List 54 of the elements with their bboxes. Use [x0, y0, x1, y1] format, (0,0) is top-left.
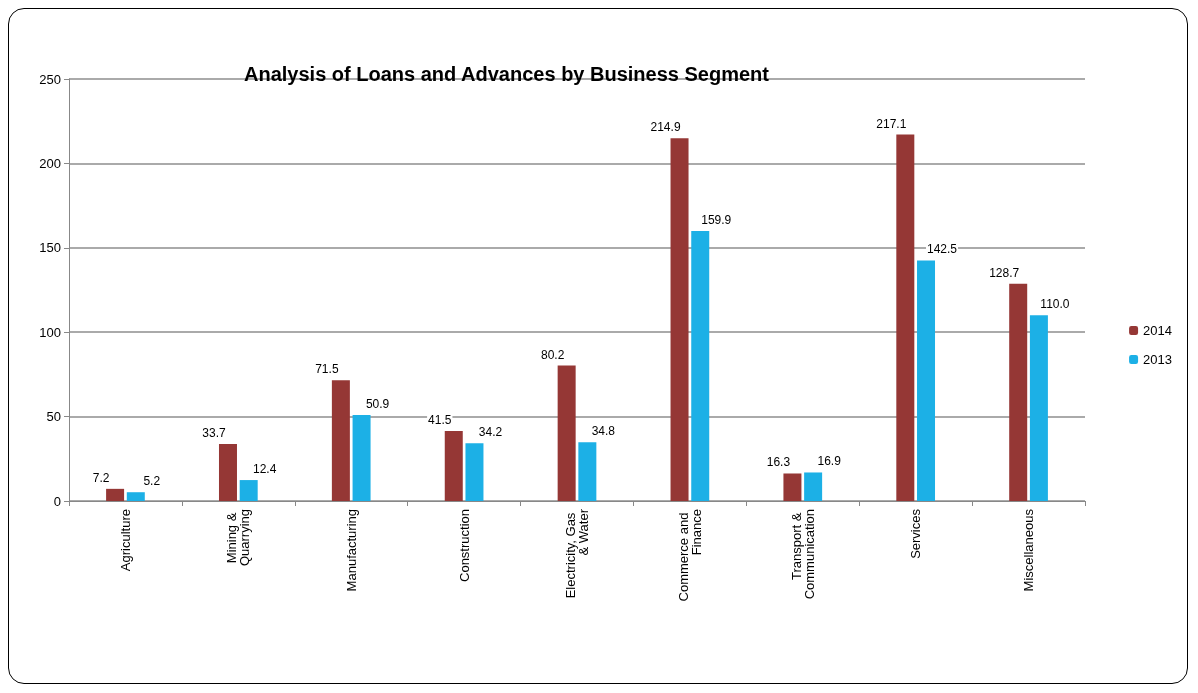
x-tick-label: Electricity, Gas & Water: [563, 508, 591, 599]
data-label: 214.9: [650, 120, 681, 135]
bar: [331, 380, 350, 501]
bar: [691, 231, 710, 501]
bar: [578, 442, 597, 501]
bar: [106, 488, 125, 501]
data-label: 50.9: [365, 397, 390, 412]
bar: [126, 492, 145, 501]
bar: [896, 134, 915, 501]
y-tick-label: 250: [39, 71, 61, 87]
data-label: 33.7: [202, 426, 226, 441]
data-label: 142.5: [927, 242, 958, 257]
bar: [557, 365, 576, 501]
x-tick-label: Services: [908, 508, 924, 559]
bar: [444, 430, 463, 501]
legend-label: 2013: [1143, 352, 1172, 367]
x-tick-label: Agriculture: [117, 509, 133, 572]
x-tick-label: Transport & Communication: [788, 509, 817, 600]
bar: [218, 444, 237, 501]
y-tick-label: 0: [53, 493, 61, 509]
y-tick-label: 150: [39, 240, 61, 256]
bar: [1029, 315, 1048, 501]
x-tick-label: Mining & Quarrying: [224, 509, 253, 567]
bar: [670, 138, 689, 501]
data-label: 12.4: [253, 462, 277, 477]
chart-title: Analysis of Loans and Advances by Business Segment: [244, 63, 770, 85]
x-tick-label: Miscellaneous: [1021, 508, 1037, 592]
bar: [352, 415, 371, 501]
y-tick-label: 200: [39, 155, 61, 171]
data-label: 159.9: [701, 213, 732, 228]
bar: [465, 443, 484, 501]
y-tick-label: 100: [39, 324, 61, 340]
bar: [1009, 283, 1028, 501]
data-label: 7.2: [92, 470, 110, 485]
data-label: 128.7: [989, 265, 1020, 280]
x-tick-label: Commerce and Finance: [675, 509, 704, 602]
bar: [239, 480, 258, 501]
legend-label: 2014: [1143, 323, 1172, 338]
data-label: 5.2: [143, 474, 161, 489]
data-label: 80.2: [540, 347, 565, 362]
bar: [804, 472, 823, 501]
data-label: 110.0: [1040, 297, 1070, 312]
data-label: 34.8: [591, 424, 616, 439]
data-label: 71.5: [315, 362, 339, 377]
bar: [917, 260, 936, 501]
data-label: 34.2: [478, 425, 503, 440]
data-label: 41.5: [428, 412, 452, 427]
y-tick-label: 50: [46, 409, 61, 425]
data-label: 217.1: [876, 116, 907, 131]
data-label: 16.9: [817, 454, 842, 469]
data-label: 16.3: [766, 455, 791, 470]
x-tick-label: Manufacturing: [343, 509, 359, 592]
bar: [783, 473, 802, 501]
x-tick-label: Construction: [456, 509, 472, 582]
